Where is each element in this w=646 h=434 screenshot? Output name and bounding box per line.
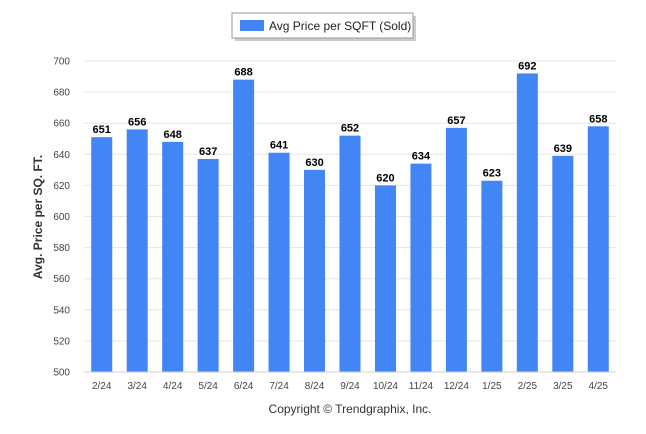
x-tick-label: 4/25 bbox=[589, 381, 609, 392]
data-label-7-24: 641 bbox=[270, 140, 288, 152]
data-label-2-25: 692 bbox=[518, 60, 536, 72]
x-tick-label: 4/24 bbox=[163, 381, 183, 392]
y-tick-label: 680 bbox=[53, 88, 70, 99]
bar-2-24 bbox=[91, 137, 113, 372]
bar-10-24 bbox=[374, 185, 396, 372]
bar-2-25 bbox=[516, 73, 538, 372]
x-tick-label: 7/24 bbox=[269, 381, 289, 392]
bar-6-24 bbox=[233, 79, 255, 372]
x-tick-label: 1/25 bbox=[482, 381, 502, 392]
data-label-11-24: 634 bbox=[412, 151, 431, 163]
bar-3-24 bbox=[126, 129, 148, 372]
bar-5-24 bbox=[197, 158, 219, 372]
data-labels: 651 656 648 637 688 641 630 652 620 634 657 623 692 6… bbox=[93, 60, 608, 184]
x-tick-label: 8/24 bbox=[305, 381, 325, 392]
legend-swatch-icon bbox=[240, 20, 264, 31]
data-label-4-24: 648 bbox=[163, 129, 181, 141]
x-tick-label: 6/24 bbox=[234, 381, 254, 392]
y-tick-label: 700 bbox=[53, 57, 70, 68]
y-tick-label: 500 bbox=[53, 368, 70, 379]
x-tick-label: 2/25 bbox=[518, 381, 538, 392]
bars bbox=[91, 73, 609, 373]
data-label-3-24: 656 bbox=[128, 116, 146, 128]
copyright-text: Copyright © Trendgraphix, Inc. bbox=[269, 402, 432, 416]
x-tick-label: 2/24 bbox=[92, 381, 112, 392]
y-tick-label: 520 bbox=[53, 336, 70, 347]
data-label-3-25: 639 bbox=[554, 143, 572, 155]
bar-9-24 bbox=[339, 135, 361, 372]
data-label-5-24: 637 bbox=[199, 146, 217, 158]
bar-7-24 bbox=[268, 152, 290, 372]
data-label-1-25: 623 bbox=[483, 168, 501, 180]
x-tick-label: 11/24 bbox=[409, 381, 434, 392]
y-tick-label: 580 bbox=[53, 243, 70, 254]
x-axis-ticks: 2/24 3/24 4/24 5/24 6/24 7/24 8/24 9/24 10/24 11/… bbox=[92, 381, 608, 392]
y-tick-label: 660 bbox=[53, 119, 70, 130]
bar-12-24 bbox=[445, 127, 467, 373]
y-tick-label: 620 bbox=[53, 181, 70, 192]
bar-4-25 bbox=[587, 126, 609, 372]
y-tick-label: 600 bbox=[53, 212, 70, 223]
bar-8-24 bbox=[304, 169, 326, 372]
bar-4-24 bbox=[162, 141, 184, 372]
y-tick-label: 640 bbox=[53, 150, 70, 161]
data-label-9-24: 652 bbox=[341, 123, 359, 135]
data-label-2-24: 651 bbox=[93, 124, 111, 136]
x-tick-label: 3/25 bbox=[553, 381, 573, 392]
y-axis-title: Avg. Price per SQ. FT. bbox=[31, 155, 45, 279]
data-label-12-24: 657 bbox=[447, 115, 465, 127]
y-axis-ticks: 500 520 540 560 580 600 620 640 660 680 700 bbox=[53, 57, 70, 379]
x-tick-label: 9/24 bbox=[340, 381, 360, 392]
data-label-8-24: 630 bbox=[305, 157, 323, 169]
data-label-4-25: 658 bbox=[589, 113, 607, 125]
x-tick-label: 10/24 bbox=[373, 381, 398, 392]
data-label-6-24: 688 bbox=[234, 67, 252, 79]
x-tick-label: 12/24 bbox=[444, 381, 469, 392]
bar-11-24 bbox=[410, 163, 432, 372]
y-tick-label: 540 bbox=[53, 305, 70, 316]
data-label-10-24: 620 bbox=[376, 172, 394, 184]
legend[interactable]: Avg Price per SQFT (Sold) bbox=[231, 12, 416, 41]
bar-3-25 bbox=[552, 155, 574, 372]
y-tick-label: 560 bbox=[53, 274, 70, 285]
legend-label: Avg Price per SQFT (Sold) bbox=[269, 19, 411, 33]
x-tick-label: 3/24 bbox=[127, 381, 147, 392]
bar-1-25 bbox=[481, 180, 503, 372]
x-tick-label: 5/24 bbox=[198, 381, 218, 392]
